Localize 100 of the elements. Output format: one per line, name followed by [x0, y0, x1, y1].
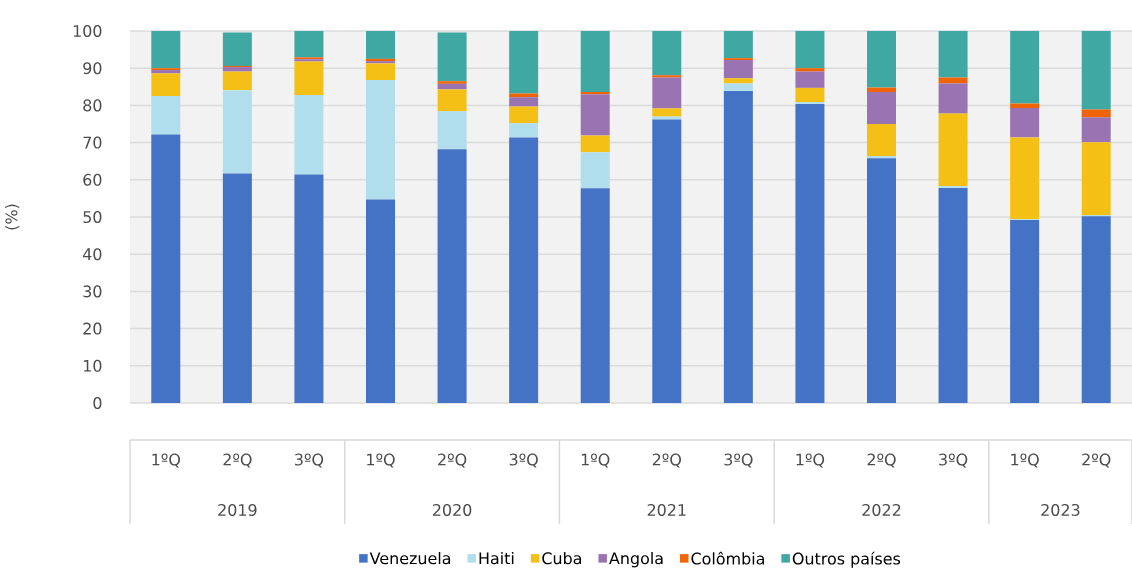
y-tick-label: 70 [83, 136, 102, 149]
bar [652, 116, 682, 120]
bar [938, 187, 968, 403]
bar [437, 32, 467, 82]
x-tick-label: 3ºQ [724, 453, 753, 468]
bar [1010, 107, 1040, 138]
y-tick-label: 40 [82, 248, 102, 261]
bar [580, 30, 610, 92]
x-tick-label: 1ºQ [152, 453, 180, 468]
y-tick-label: 10 [83, 359, 102, 372]
bar [1081, 30, 1111, 110]
legend-label: Outros países [792, 551, 901, 568]
bar [723, 90, 753, 403]
y-axis-title: (%) [5, 204, 20, 230]
bar [366, 63, 396, 81]
bar [294, 174, 324, 403]
bar [795, 71, 825, 88]
bar [509, 123, 539, 138]
bar [222, 71, 252, 91]
bar [1010, 30, 1040, 104]
y-tick-label: 80 [83, 99, 102, 112]
bar [1081, 142, 1111, 216]
bar [437, 149, 467, 403]
bar [867, 123, 896, 156]
bar [938, 77, 968, 84]
x-tick-label: 2ºQ [867, 453, 896, 468]
bar [294, 94, 324, 175]
y-tick-label: 30 [83, 285, 102, 298]
x-tick-label: 3ºQ [509, 453, 538, 468]
bar [795, 30, 825, 69]
text: 2023 [1041, 503, 1080, 517]
text: 2019 [218, 503, 257, 517]
bar [437, 83, 467, 90]
bar [1010, 137, 1040, 220]
bar [222, 90, 252, 174]
bar [580, 152, 610, 189]
y-tick-label: 90 [83, 62, 102, 75]
legend-label: Angola [609, 551, 663, 568]
bar [867, 30, 896, 88]
bar [437, 81, 467, 84]
bar [652, 30, 682, 76]
bar [795, 103, 825, 403]
bar [509, 97, 539, 107]
bar [1010, 219, 1040, 403]
bar [652, 77, 682, 109]
bar [294, 30, 324, 58]
bar [723, 83, 753, 91]
bar [652, 108, 682, 117]
bar [151, 30, 181, 69]
bar [1081, 216, 1111, 403]
legend-label: Colômbia [691, 551, 764, 565]
x-tick-label: 1ºQ [796, 453, 825, 468]
bar [366, 80, 396, 200]
text: 2020 [432, 503, 472, 517]
bar [580, 94, 610, 136]
bar [723, 30, 753, 59]
text: 2022 [862, 503, 901, 517]
y-tick-label: 50 [83, 210, 102, 224]
bar [222, 173, 252, 403]
bar [151, 73, 181, 97]
bar [723, 60, 753, 79]
bar [938, 83, 968, 114]
bar [1081, 109, 1111, 118]
bar [1010, 103, 1040, 108]
legend-label: Cuba [542, 551, 581, 565]
x-tick-label: 2ºQ [652, 453, 681, 468]
bar [867, 158, 896, 403]
bar [867, 92, 896, 124]
bar [151, 134, 181, 403]
bar [366, 30, 396, 59]
bar [509, 30, 539, 94]
bar [723, 78, 753, 84]
bar [938, 113, 968, 187]
x-tick-label: 2ºQ [1082, 453, 1111, 468]
x-tick-label: 2ºQ [223, 453, 252, 468]
bar [509, 137, 539, 403]
bar [938, 30, 968, 78]
x-tick-label: 1ºQ [581, 453, 610, 468]
y-tick-label: 0 [93, 396, 102, 410]
bar [509, 106, 539, 124]
y-tick-label: 60 [83, 173, 102, 186]
bar [652, 119, 682, 403]
x-tick-label: 3ºQ [939, 453, 968, 468]
x-tick-label: 2ºQ [438, 453, 467, 468]
bar [222, 67, 252, 72]
bar [867, 87, 896, 92]
bar [366, 199, 396, 403]
legend-label: Haiti [479, 551, 514, 565]
bar [1081, 117, 1111, 143]
bar [437, 111, 467, 150]
bar [294, 61, 324, 95]
bar [580, 188, 610, 403]
bar [580, 135, 610, 153]
y-tick-label: 100 [73, 24, 102, 38]
y-tick-label: 20 [83, 322, 102, 335]
text: 2021 [647, 503, 686, 517]
bar [795, 87, 825, 103]
bar [437, 89, 467, 112]
bar [151, 96, 181, 135]
legend-label: Venezuela [369, 551, 451, 565]
